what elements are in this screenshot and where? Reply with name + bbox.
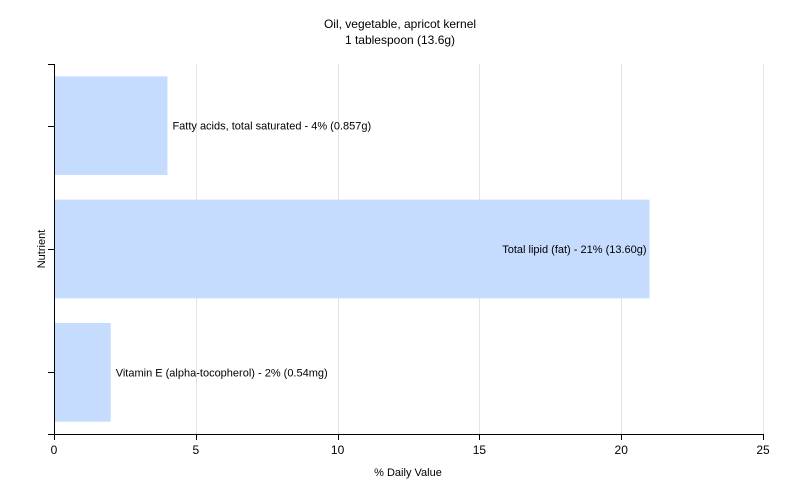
x-tick-label-0: 0	[51, 443, 58, 457]
bars: Fatty acids, total saturated - 4% (0.857…	[55, 76, 650, 422]
bar-label-0: Fatty acids, total saturated - 4% (0.857…	[172, 121, 371, 133]
x-tick-label-5: 25	[756, 443, 770, 457]
x-tick-label-4: 20	[615, 443, 629, 457]
y-axis-label: Nutrient	[36, 230, 48, 269]
bar-1	[55, 199, 650, 299]
x-axis-label: % Daily Value	[374, 467, 442, 479]
x-tick-label-1: 5	[192, 443, 199, 457]
x-tick-label-2: 10	[331, 443, 345, 457]
bar-label-1: Total lipid (fat) - 21% (13.60g)	[502, 244, 646, 256]
bar-0	[55, 76, 168, 175]
x-ticks: 0 5 10 15 20 25	[51, 434, 770, 457]
bar-label-2: Vitamin E (alpha-tocopherol) - 2% (0.54m…	[116, 367, 328, 379]
axes	[48, 64, 763, 435]
bar-2	[55, 323, 111, 422]
chart-title: Oil, vegetable, apricot kernel	[324, 17, 476, 31]
chart-subtitle: 1 tablespoon (13.6g)	[345, 33, 455, 47]
x-tick-label-3: 15	[473, 443, 487, 457]
